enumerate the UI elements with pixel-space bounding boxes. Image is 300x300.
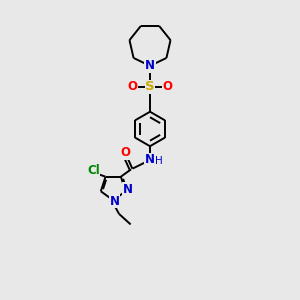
Text: Cl: Cl	[87, 164, 100, 177]
Text: N: N	[145, 153, 155, 167]
Text: O: O	[120, 146, 130, 159]
Text: H: H	[155, 156, 163, 166]
Text: O: O	[162, 80, 172, 93]
Text: O: O	[128, 80, 138, 93]
Text: N: N	[123, 183, 133, 196]
Text: S: S	[145, 80, 155, 93]
Text: N: N	[145, 59, 155, 72]
Text: N: N	[110, 195, 120, 208]
